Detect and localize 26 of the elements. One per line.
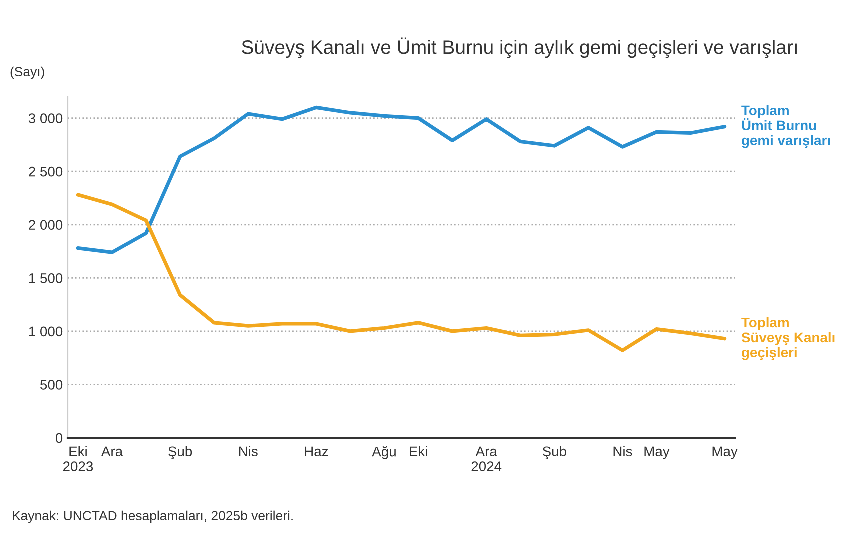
- x-tick-label: Nis: [614, 446, 632, 457]
- series-label: Toplam Süveyş Kanalı geçişleri: [742, 317, 835, 360]
- y-axis-title: (Sayı): [10, 66, 44, 80]
- y-tick-label: 1 500: [29, 273, 63, 284]
- y-tick-label: 0: [56, 433, 63, 444]
- chart-title: Süveyş Kanalı ve Ümit Burnu için aylık gemi geçişleri ve varışları: [242, 38, 797, 58]
- text: Kaynak: UNCTAD hesaplamaları, 2025b verileri.: [13, 510, 293, 524]
- x-tick-label: Eki: [410, 446, 428, 456]
- line-series: [76, 106, 727, 254]
- y-tick-label: 1 000: [29, 326, 63, 337]
- x-tick-label: Nis: [239, 446, 258, 457]
- x-tick-label: May: [644, 446, 670, 460]
- y-tick-label: 3 000: [28, 114, 63, 124]
- y-tick-label: 500: [40, 380, 63, 390]
- x-tick-label: Şub: [542, 446, 566, 460]
- x-tick-label: Ara 2024: [472, 446, 502, 472]
- x-tick-label: Şub: [168, 446, 192, 460]
- x-tick-label: Haz: [305, 446, 328, 457]
- x-tick-label: Ara: [101, 446, 124, 457]
- x-tick-label: Eki 2023: [63, 446, 94, 472]
- y-tick-label: 2 500: [29, 166, 63, 177]
- series-label: Toplam Ümit Burnu gemi varışları: [742, 105, 830, 148]
- x-tick-label: Ağu: [372, 446, 396, 460]
- x-tick-label: May: [712, 446, 738, 460]
- y-tick-label: 2 000: [29, 220, 63, 230]
- line-series: [76, 193, 727, 352]
